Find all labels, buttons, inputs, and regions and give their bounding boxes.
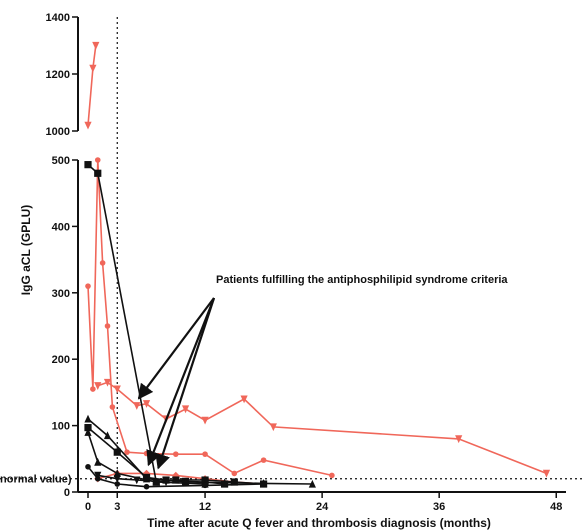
x-tick-label-0: 0	[85, 501, 91, 513]
series-7-point-0	[85, 463, 91, 470]
series-3-line	[87, 164, 264, 485]
series-0-point-3	[94, 382, 102, 390]
series-1-point-11	[260, 457, 267, 463]
series-0-line-part-1	[97, 381, 547, 475]
series-1-point-4	[104, 323, 111, 329]
series-2-point-3	[172, 471, 180, 479]
series-1-point-7	[143, 450, 150, 457]
series-3-point-1	[94, 169, 102, 177]
series-1-point-10	[231, 470, 238, 477]
y-tick-label-upper-1: 1200	[46, 69, 70, 81]
series-1-point-8	[172, 451, 179, 457]
series-8-line	[97, 474, 167, 483]
annotation-arrow-2	[155, 297, 216, 470]
series-1-point-9	[202, 451, 208, 457]
annotation-text: Patients fulfilling the antiphosphilipid…	[216, 274, 508, 286]
y-tick-label-lower-0: 0	[64, 487, 70, 499]
series-6-point-0	[84, 428, 92, 436]
series-3-point-0	[84, 161, 92, 169]
series-0-point-0	[84, 121, 92, 130]
y-tick-label-lower-5: 500	[52, 155, 70, 167]
x-tick-label-2: 12	[199, 501, 211, 513]
series-0-point-11	[240, 395, 248, 404]
series-0-point-10	[201, 416, 209, 425]
annotation-arrow-1	[146, 297, 216, 467]
x-tick-label-3: 24	[316, 501, 329, 513]
series-8-point-0	[94, 471, 102, 480]
x-tick-label-4: 36	[433, 501, 445, 513]
series-5-point-0	[84, 414, 92, 423]
series-2-point-2	[142, 469, 151, 478]
y-tick-label-upper-2: 1400	[46, 12, 70, 24]
series-0-point-12	[269, 423, 277, 432]
y-axis-title: IgG aCL (GPLU)	[19, 205, 33, 295]
y-tick-label-lower-3: 300	[52, 288, 70, 300]
series-8-point-3	[162, 478, 170, 487]
series-5-point-6	[308, 479, 316, 488]
axes: 0 100 200 300 400 500 1000 1200 1400 0 3 12 24 36 48 Ti…	[19, 12, 566, 530]
series-4-point-0	[84, 423, 92, 432]
series-1-point-0	[85, 283, 91, 289]
series-0-point-5	[113, 385, 121, 394]
series-5-point-1	[103, 431, 112, 440]
series-0-point-1	[89, 64, 97, 73]
series-7-point-2	[114, 481, 121, 487]
x-tick-label-1: 3	[114, 501, 120, 513]
series-0-point-13	[455, 435, 463, 444]
series-7-point-4	[202, 482, 208, 489]
annotation-group: Patients fulfilling the antiphosphilipid…	[137, 274, 508, 470]
x-tick-label-5: 48	[550, 501, 562, 513]
series-0-point-7	[142, 400, 151, 408]
series-7-point-3	[143, 483, 150, 490]
series-7-point-5	[260, 481, 267, 487]
series-4-point-1	[113, 448, 121, 456]
series-6-point-2	[113, 469, 121, 478]
annotation-arrow-0	[137, 297, 215, 400]
series-0-line-part-0	[87, 45, 97, 126]
series-0-point-14	[542, 469, 551, 478]
series-1-point-1	[90, 386, 96, 392]
series-1-point-12	[329, 472, 335, 479]
series-1-point-6	[124, 449, 130, 455]
series-group	[84, 41, 551, 490]
y-tick-label-lower-4: 400	[52, 221, 70, 233]
y-tick-label-lower-2: 200	[52, 354, 70, 366]
x-axis-title: Time after acute Q fever and thrombosis …	[147, 516, 491, 530]
ref-line-label-1: normal value)	[0, 474, 72, 486]
y-tick-label-lower-1: 100	[52, 421, 70, 433]
series-1-point-2	[94, 157, 101, 163]
series-3-point-5	[230, 478, 238, 486]
series-1-point-5	[109, 404, 116, 410]
series-8-point-2	[133, 476, 141, 485]
series-8-point-1	[113, 475, 121, 483]
series-1-point-3	[99, 260, 106, 266]
series-0-point-2	[92, 41, 100, 50]
series-0-point-6	[133, 402, 141, 410]
series-0-point-4	[103, 378, 112, 387]
y-tick-label-upper-0: 1000	[46, 126, 70, 138]
series-6-point-1	[94, 457, 102, 466]
series-0-point-9	[181, 405, 190, 414]
